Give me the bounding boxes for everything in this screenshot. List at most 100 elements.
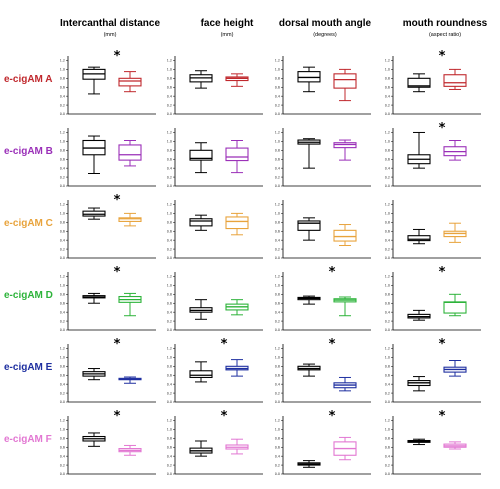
y-tick-label: 0.8 xyxy=(385,437,390,441)
y-tick-label: 0.6 xyxy=(275,373,280,377)
y-tick-label: 0.6 xyxy=(167,373,172,377)
exposed-box xyxy=(118,71,142,93)
y-tick-label: 0.0 xyxy=(385,112,390,116)
control-box xyxy=(82,66,106,95)
box-iqr xyxy=(189,370,213,379)
y-tick-label: 1.0 xyxy=(167,140,172,144)
y-tick-label: 0.4 xyxy=(167,454,172,458)
y-tick-label: 1.0 xyxy=(275,212,280,216)
y-tick-label: 0.8 xyxy=(385,149,390,153)
y-tick-label: 0.0 xyxy=(275,112,280,116)
column-unit: (degrees) xyxy=(313,32,337,38)
y-tick-label: 0.2 xyxy=(60,247,65,251)
y-tick-label: 0.0 xyxy=(60,184,65,188)
panel: 0.0 0.2 0.4 0.6 0.8 1.0 1.2 xyxy=(167,128,263,188)
exposed-box xyxy=(225,299,249,316)
y-tick-label: 0.6 xyxy=(275,445,280,449)
y-tick-label: 0.8 xyxy=(60,221,65,225)
y-tick-label: 0.0 xyxy=(167,112,172,116)
column-title: Intercanthal distance xyxy=(60,18,160,29)
y-tick-label: 1.0 xyxy=(385,68,390,72)
panel: 0.0 0.2 0.4 0.6 0.8 1.0 1.2 * xyxy=(385,49,481,116)
significance-star: * xyxy=(114,265,121,280)
y-tick-label: 0.2 xyxy=(385,175,390,179)
box-iqr xyxy=(333,73,357,89)
y-tick-label: 0.0 xyxy=(167,256,172,260)
y-tick-label: 1.2 xyxy=(167,59,172,63)
y-tick-label: 1.2 xyxy=(167,275,172,279)
significance-star: * xyxy=(439,409,446,424)
y-tick-label: 1.0 xyxy=(275,284,280,288)
panel: 0.0 0.2 0.4 0.6 0.8 1.0 1.2 * xyxy=(60,265,156,332)
exposed-box xyxy=(118,444,142,456)
y-tick-label: 0.0 xyxy=(60,256,65,260)
significance-star: * xyxy=(329,409,336,424)
panel: 0.0 0.2 0.4 0.6 0.8 1.0 1.2 * xyxy=(385,121,481,188)
exposed-box xyxy=(118,139,142,167)
significance-star: * xyxy=(221,409,228,424)
y-tick-label: 1.0 xyxy=(275,428,280,432)
control-box xyxy=(189,142,213,174)
y-tick-label: 1.0 xyxy=(167,428,172,432)
y-tick-label: 0.4 xyxy=(275,94,280,98)
panel: 0.0 0.2 0.4 0.6 0.8 1.0 1.2 * xyxy=(60,49,156,116)
y-tick-label: 0.4 xyxy=(167,238,172,242)
panel: 0.0 0.2 0.4 0.6 0.8 1.0 1.2 xyxy=(385,200,481,260)
column-title: mouth roundness xyxy=(403,18,488,29)
y-tick-label: 0.8 xyxy=(385,77,390,81)
y-tick-label: 0.4 xyxy=(385,454,390,458)
box-iqr xyxy=(189,218,213,227)
column-unit: (aspect ratio) xyxy=(429,32,461,38)
y-tick-label: 0.6 xyxy=(385,229,390,233)
y-tick-label: 0.6 xyxy=(275,301,280,305)
control-box xyxy=(297,295,321,305)
y-tick-label: 0.6 xyxy=(167,157,172,161)
box-iqr xyxy=(407,235,431,242)
y-tick-label: 0.6 xyxy=(60,445,65,449)
y-tick-label: 0.6 xyxy=(385,157,390,161)
control-box xyxy=(189,70,213,89)
panel: 0.0 0.2 0.4 0.6 0.8 1.0 1.2 * xyxy=(385,265,481,332)
panel: 0.0 0.2 0.4 0.6 0.8 1.0 1.2 * xyxy=(275,265,371,332)
y-tick-label: 0.8 xyxy=(275,293,280,297)
y-tick-label: 1.2 xyxy=(385,203,390,207)
box-iqr xyxy=(333,229,357,242)
column-title: face height xyxy=(201,18,254,29)
panel: 0.0 0.2 0.4 0.6 0.8 1.0 1.2 xyxy=(275,128,371,188)
y-tick-label: 0.6 xyxy=(275,157,280,161)
y-tick-label: 0.6 xyxy=(60,85,65,89)
y-tick-label: 0.4 xyxy=(385,382,390,386)
y-tick-label: 1.0 xyxy=(385,212,390,216)
panel: 0.0 0.2 0.4 0.6 0.8 1.0 1.2 * xyxy=(167,409,263,476)
exposed-box xyxy=(443,441,467,450)
control-box xyxy=(297,66,321,93)
exposed-box xyxy=(333,296,357,317)
box-iqr xyxy=(118,217,142,222)
y-tick-label: 1.0 xyxy=(60,428,65,432)
panel: 0.0 0.2 0.4 0.6 0.8 1.0 1.2 * xyxy=(385,409,481,476)
y-tick-label: 0.4 xyxy=(275,454,280,458)
control-box xyxy=(189,361,213,383)
y-tick-label: 0.2 xyxy=(275,319,280,323)
control-box xyxy=(189,299,213,320)
significance-star: * xyxy=(114,49,121,64)
y-tick-label: 0.8 xyxy=(60,365,65,369)
y-tick-label: 0.2 xyxy=(385,463,390,467)
panel: 0.0 0.2 0.4 0.6 0.8 1.0 1.2 xyxy=(60,128,156,188)
y-tick-label: 1.2 xyxy=(275,347,280,351)
y-tick-label: 0.2 xyxy=(167,391,172,395)
box-iqr xyxy=(333,142,357,149)
y-tick-label: 0.6 xyxy=(385,373,390,377)
y-tick-label: 0.2 xyxy=(275,103,280,107)
y-tick-label: 1.0 xyxy=(167,284,172,288)
y-tick-label: 0.0 xyxy=(275,184,280,188)
y-tick-label: 1.2 xyxy=(167,203,172,207)
y-tick-label: 0.2 xyxy=(167,247,172,251)
control-box xyxy=(189,440,213,457)
y-tick-label: 1.0 xyxy=(385,356,390,360)
exposed-box xyxy=(118,212,142,227)
y-tick-label: 1.0 xyxy=(275,356,280,360)
y-tick-label: 1.0 xyxy=(167,68,172,72)
box-iqr xyxy=(118,77,142,87)
y-tick-label: 1.2 xyxy=(167,347,172,351)
